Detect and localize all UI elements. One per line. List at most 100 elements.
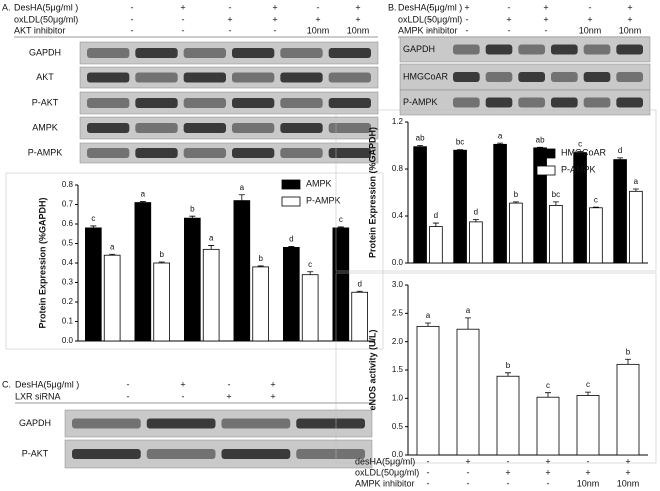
x-table-value: - (587, 456, 590, 466)
chart-frame (5, 172, 384, 350)
error-bar (337, 226, 344, 228)
significance-letter: d (618, 146, 622, 155)
significance-letter: c (546, 381, 550, 390)
error-bar (158, 261, 165, 263)
y-tick-label: 0.5 (392, 422, 404, 431)
significance-letter: ab (536, 135, 545, 144)
error-bar (617, 157, 624, 160)
x-table-value: - (427, 478, 430, 488)
blot-band (221, 449, 291, 459)
significance-letter: d (289, 235, 293, 244)
error-bar (585, 391, 591, 396)
significance-letter: c (339, 215, 343, 224)
x-table-value: + (465, 456, 470, 466)
error-bar (505, 372, 511, 377)
y-tick-label: 0.5 (62, 239, 74, 248)
error-bar (90, 225, 97, 228)
blot-band (518, 72, 545, 82)
blot-band (87, 123, 130, 133)
y-tick-label: 0.0 (392, 450, 404, 459)
treatment-value: - (229, 2, 232, 12)
error-bar (238, 194, 245, 201)
error-bar (577, 150, 584, 153)
y-tick-label: 0.7 (62, 200, 74, 209)
treatment-value: - (429, 14, 432, 24)
bar (332, 227, 350, 342)
error-bar (208, 245, 215, 250)
blot-band (453, 97, 480, 108)
error-bar (432, 222, 439, 227)
y-tick-label: 0.6 (62, 219, 74, 228)
treatment-value: 10nm (307, 25, 330, 35)
blot-band (328, 98, 371, 108)
error-bar (288, 246, 295, 248)
significance-letter: a (466, 306, 471, 315)
treatment-value: + (355, 2, 360, 12)
y-tick-label: 1.5 (392, 365, 404, 374)
treatment-value: - (131, 2, 134, 12)
blot-band (280, 123, 323, 133)
chart-frame (335, 272, 657, 464)
treatment-value: - (182, 25, 185, 35)
blot-band (135, 48, 178, 58)
treatment-label: DesHA(5μg/ml ) (398, 2, 462, 12)
y-axis-label: Protein Expression (%GAPDH) (37, 197, 47, 328)
x-table-label: desHA(5μg/ml) (355, 456, 415, 466)
treatment-value: + (627, 14, 632, 24)
blot-band (232, 48, 275, 58)
bar (493, 143, 507, 264)
y-tick-label: 2.0 (392, 337, 404, 346)
blot-strip (79, 66, 379, 89)
bar (184, 217, 201, 342)
blot-strip (79, 91, 379, 115)
treatment-value: + (226, 391, 231, 401)
significance-letter: a (634, 177, 639, 186)
legend-swatch (536, 165, 556, 176)
error-bar (356, 290, 363, 293)
treatment-label: AMPK inhibitor (398, 25, 458, 35)
blot-band (135, 123, 178, 133)
treatment-value: - (228, 379, 231, 389)
significance-letter: c (91, 214, 95, 223)
treatment-label: DesHA(5μg/ml ) (15, 379, 79, 389)
blot-band (328, 123, 371, 133)
y-tick-label: 0.8 (392, 164, 404, 173)
blot-band (280, 48, 323, 58)
error-bar (632, 188, 639, 192)
significance-letter: b (190, 204, 195, 213)
legend-label: HMGCoAR (561, 147, 607, 157)
treatment-value: + (543, 2, 548, 12)
error-bar (465, 317, 471, 330)
blot-band (616, 44, 643, 55)
y-tick-label: 0.8 (62, 180, 74, 189)
x-table-label: oxLDL(50μg/ml) (355, 467, 419, 477)
blot-band (296, 449, 365, 459)
blot-band (328, 72, 371, 83)
y-tick-label: 0.2 (62, 297, 74, 306)
bar (153, 262, 170, 342)
bar (616, 363, 640, 456)
bar (416, 325, 440, 456)
blot-band (583, 72, 611, 82)
bar (453, 149, 467, 264)
blot-label: P-AMPK (28, 147, 63, 157)
y-tick-label: 0.0 (62, 336, 74, 345)
blot-band (183, 72, 226, 83)
bar (413, 146, 427, 264)
blot-band (551, 97, 578, 108)
blot-band (453, 72, 480, 82)
treatment-value: + (180, 379, 185, 389)
significance-letter: a (110, 242, 115, 251)
treatment-value: + (227, 14, 232, 24)
treatment-label: AKT inhibitor (14, 25, 65, 35)
blot-band (232, 123, 275, 133)
bar (629, 190, 643, 264)
significance-letter: bc (456, 138, 464, 147)
significance-letter: bc (552, 190, 560, 199)
treatment-value: - (589, 2, 592, 12)
bar (536, 396, 560, 456)
treatment-value: - (131, 25, 134, 35)
bar (549, 205, 563, 264)
blot-band (183, 148, 226, 158)
